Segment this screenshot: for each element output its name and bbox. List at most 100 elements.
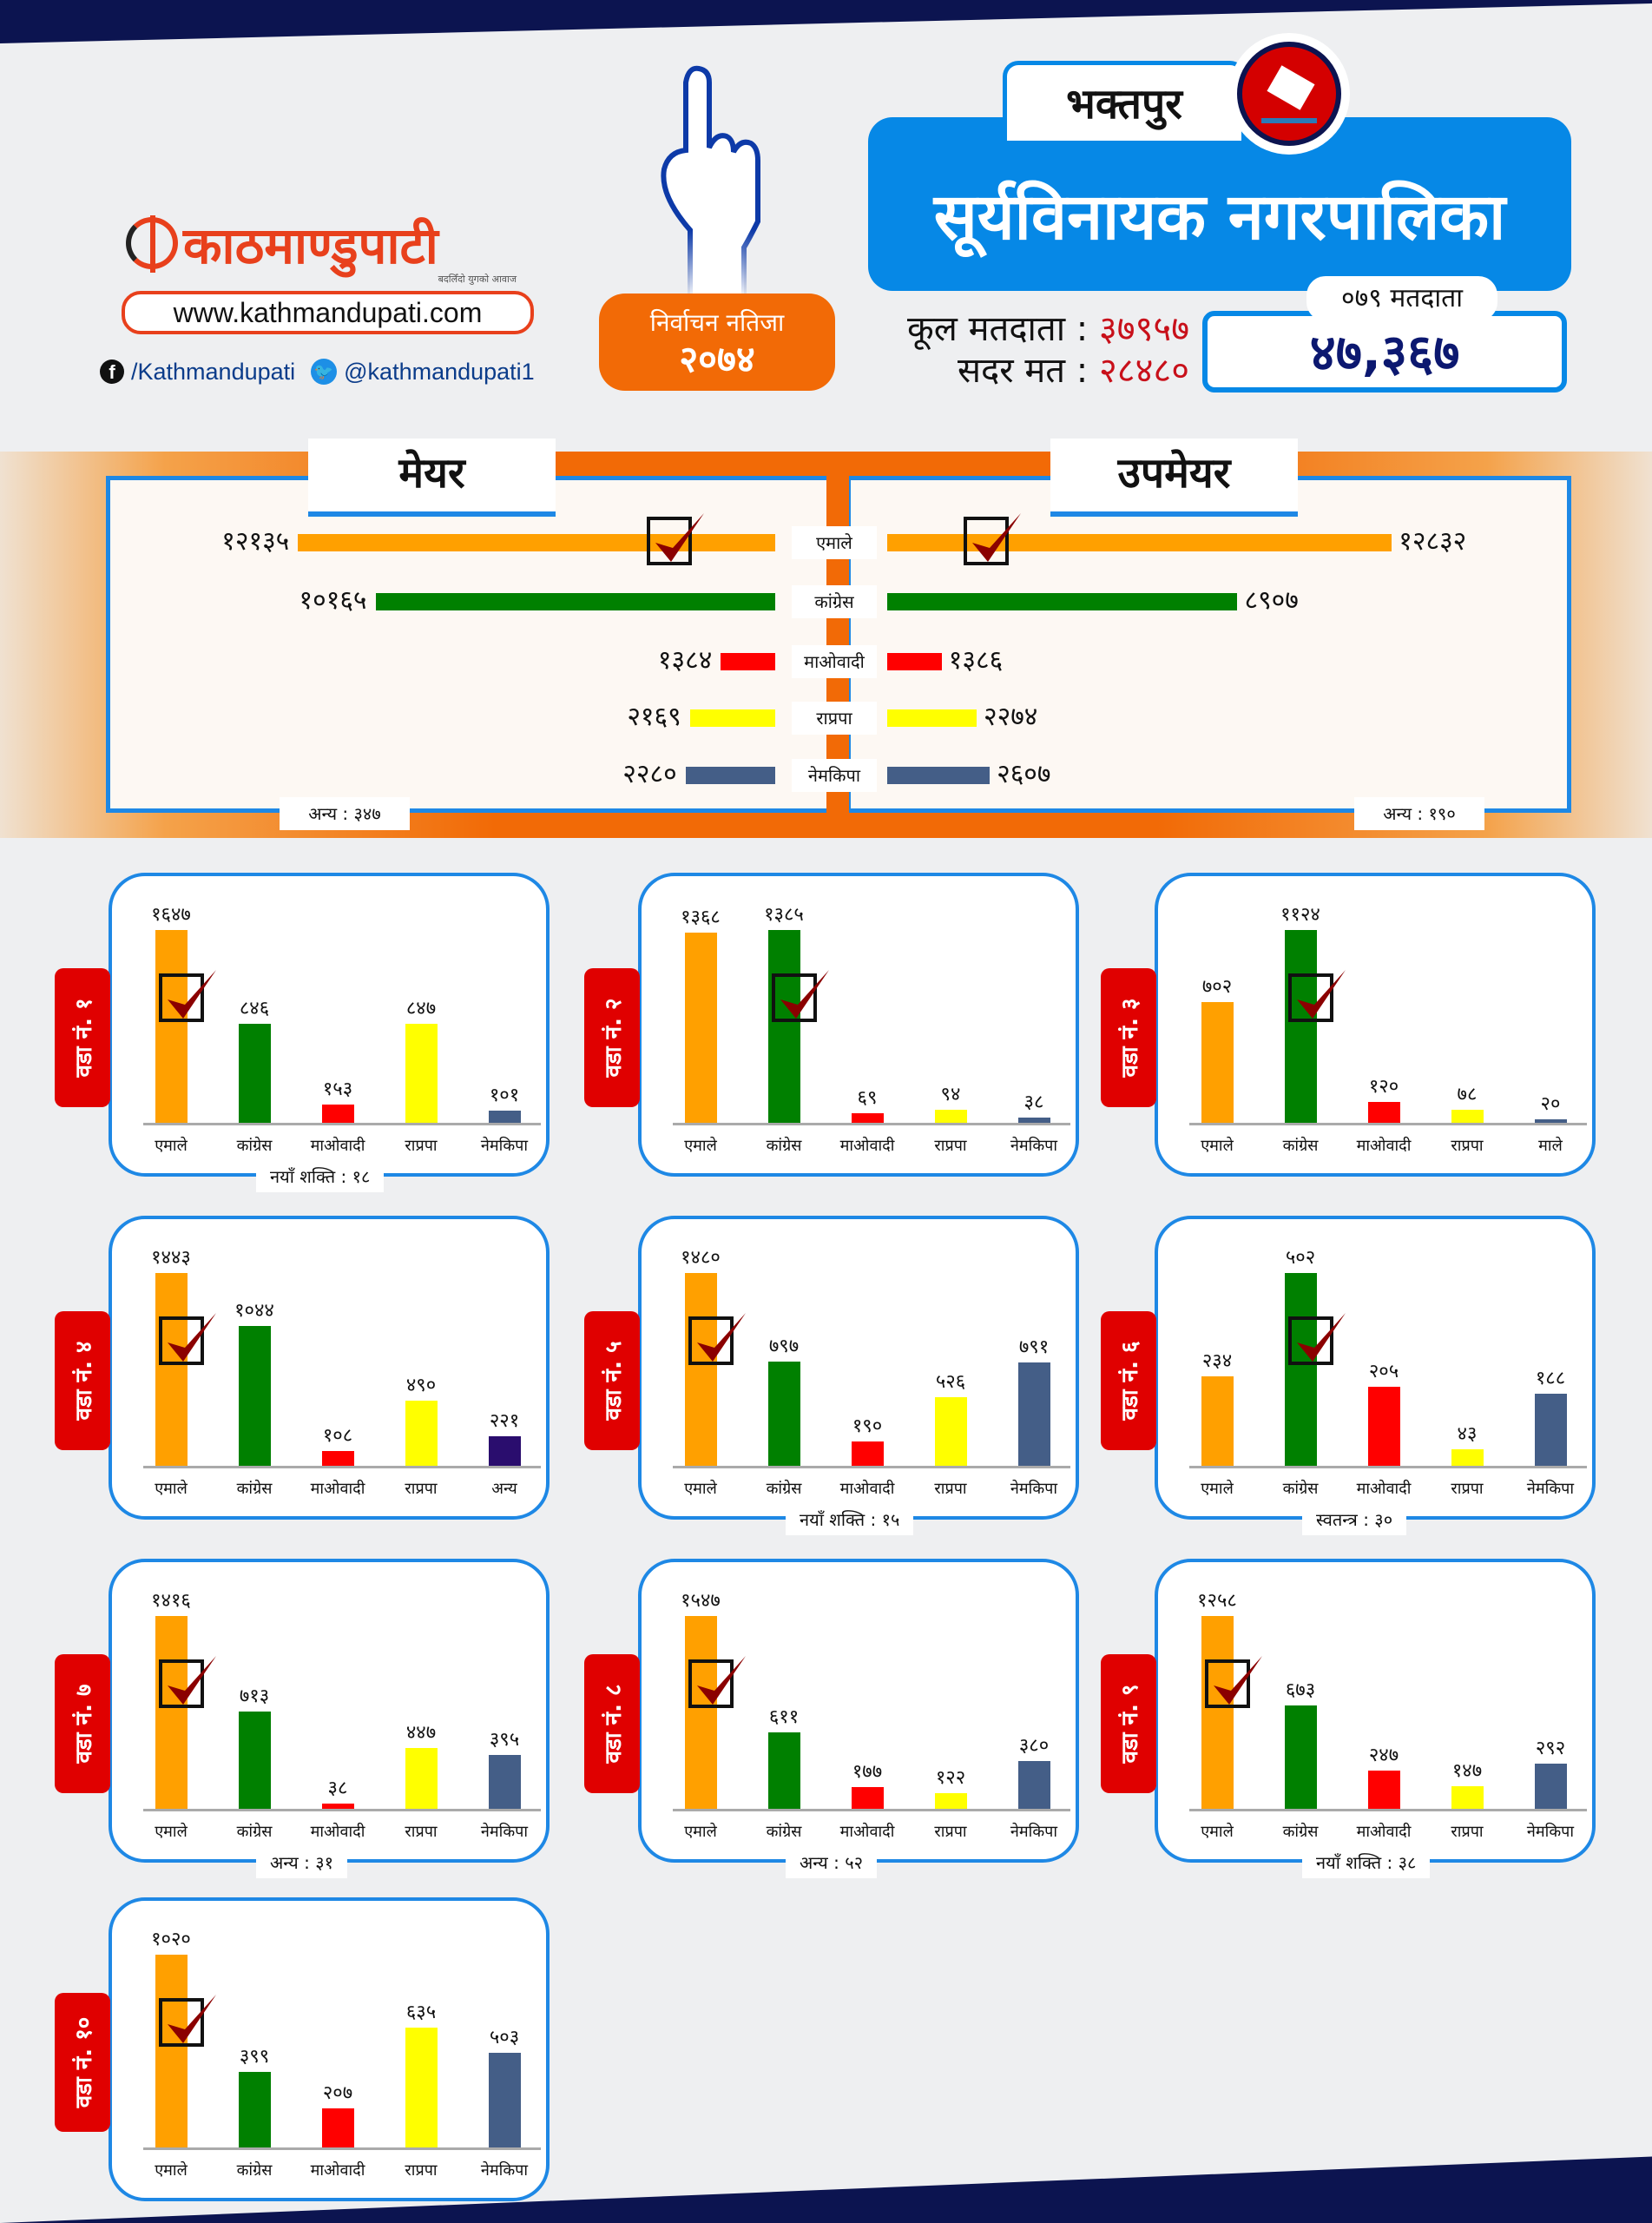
category-label: माओवादी <box>839 1480 895 1498</box>
winner-check-icon <box>647 513 704 565</box>
category-label: नेमकिपा <box>1526 1823 1575 1841</box>
category-label: एमाले <box>684 1823 717 1841</box>
category-label: राप्रपा <box>1451 1823 1484 1841</box>
mayor-bar <box>689 709 775 727</box>
vote-value-label: ६९ <box>857 1086 878 1109</box>
vote-bar <box>405 1747 438 1809</box>
party-label: नेमकिपा <box>792 759 877 792</box>
ward-number-tab: वडा नं. ९ <box>1101 1654 1156 1793</box>
category-label: कांग्रेस <box>236 2161 273 2180</box>
ward-number-tab: वडा नं. ६ <box>1101 1311 1156 1450</box>
logo-tagline: बदलिँदो युगको आवाज <box>438 274 517 285</box>
vote-value-label: १९० <box>852 1415 883 1437</box>
vote-value-label: १२० <box>1368 1076 1399 1098</box>
vote-bar <box>155 1273 188 1466</box>
site-logo[interactable]: काठमाण्डुपाटी बदलिँदो युगको आवाज <box>126 204 517 285</box>
vote-value-label: २० <box>1540 1093 1561 1116</box>
vote-bar <box>935 1397 967 1466</box>
mayor-bar <box>298 534 775 551</box>
ward-number-tab: वडा नं. १ <box>55 968 110 1107</box>
category-label: कांग्रेस <box>766 1137 802 1155</box>
vote-value-label: ३९५ <box>489 1729 520 1751</box>
vote-bar <box>1285 1273 1317 1466</box>
category-label: नेमकिपा <box>1010 1480 1058 1498</box>
ward-footnote: अन्य : ५२ <box>786 1847 878 1878</box>
vote-bar <box>489 2052 521 2147</box>
vote-bar <box>852 1441 884 1466</box>
vote-bar <box>322 2108 354 2147</box>
category-label: माओवादी <box>310 1480 365 1498</box>
vote-bar <box>768 930 800 1123</box>
x-axis-line <box>143 2147 541 2150</box>
x-axis-line <box>1189 1809 1587 1811</box>
deputy-bar <box>887 767 991 784</box>
vote-value-label: २०७ <box>322 2081 353 2104</box>
vote-bar <box>1018 1117 1050 1123</box>
vote-bar <box>489 1755 521 1809</box>
vote-value-label: १५४७ <box>681 1590 721 1612</box>
deputy-vote-label: १३८६ <box>948 645 1004 676</box>
vote-bar <box>935 1109 967 1123</box>
vote-bar <box>1451 1109 1484 1123</box>
vote-bar <box>1201 1375 1234 1466</box>
ward-number-tab: वडा नं. ७ <box>55 1654 110 1793</box>
ward-number-tab: वडा नं. १० <box>55 1993 110 2132</box>
deputy-vote-label: ८९०७ <box>1244 585 1299 616</box>
vote-value-label: २२१ <box>489 1410 520 1432</box>
x-axis-line <box>1189 1466 1587 1468</box>
vote-value-label: १२२ <box>935 1767 966 1790</box>
twitter-handle[interactable]: @kathmandupati1 <box>344 358 535 385</box>
vote-value-label: २०५ <box>1368 1361 1399 1383</box>
vote-bar <box>1368 1102 1400 1123</box>
vote-bar <box>239 2072 271 2147</box>
vote-value-label: १५३ <box>322 1079 353 1101</box>
vote-bar <box>1451 1786 1484 1809</box>
vote-value-label: ३८ <box>327 1778 348 1800</box>
website-url[interactable]: www.kathmandupati.com <box>122 291 534 334</box>
ward-title: वडा नं. ४ <box>71 1341 97 1421</box>
category-label: एमाले <box>684 1480 717 1498</box>
vote-value-label: ३८० <box>1018 1735 1050 1758</box>
vote-bar <box>1018 1362 1050 1466</box>
vote-bar <box>322 1451 354 1466</box>
category-label: कांग्रेस <box>236 1137 273 1155</box>
vote-bar <box>405 2027 438 2147</box>
ward-number-tab: वडा नं. ५ <box>584 1311 640 1450</box>
winner-check-icon <box>688 1656 746 1708</box>
x-axis-line <box>143 1123 541 1125</box>
winner-check-icon <box>1205 1656 1262 1708</box>
vote-value-label: १३८५ <box>764 904 804 926</box>
mayor-panel <box>106 476 831 813</box>
vote-bar <box>239 1326 271 1466</box>
vote-bar <box>852 1112 884 1123</box>
category-label: माओवादी <box>310 1823 365 1841</box>
vote-bar <box>685 932 717 1123</box>
ward-footnote: नयाँ शक्ति : ३८ <box>1302 1847 1431 1878</box>
vote-value-label: ८४६ <box>239 997 270 1019</box>
category-label: कांग्रेस <box>766 1823 802 1841</box>
valid-votes-value: २८४८० <box>1099 351 1189 391</box>
deputy-vote-label: १२८३२ <box>1399 526 1467 557</box>
ward-title: वडा नं. ८ <box>601 1684 627 1764</box>
vote-bar <box>322 1804 354 1809</box>
facebook-handle[interactable]: /Kathmandupati <box>131 358 296 385</box>
vote-value-label: ५२६ <box>935 1371 966 1394</box>
vote-value-label: ४३ <box>1457 1422 1478 1445</box>
category-label: एमाले <box>155 1823 188 1841</box>
category-label: नेमकिपा <box>1010 1137 1058 1155</box>
category-label: राप्रपा <box>934 1823 967 1841</box>
category-label: राप्रपा <box>934 1480 967 1498</box>
municipality-title: सूर्यविनायक नगरपालिका <box>868 117 1571 291</box>
twitter-icon[interactable]: 🐦 <box>311 359 338 385</box>
ward-footnote: नयाँ शक्ति : १५ <box>786 1504 914 1535</box>
vote-value-label: १०२० <box>151 1929 191 1950</box>
vote-value-label: ६११ <box>768 1706 800 1729</box>
category-label: राप्रपा <box>405 1823 438 1841</box>
party-label: राप्रपा <box>792 702 877 735</box>
facebook-icon[interactable]: f <box>100 360 124 384</box>
ward-title: वडा नं. २ <box>601 998 627 1078</box>
total-voters-label: कूल मतदाता : <box>907 309 1089 349</box>
vote-bar <box>239 1023 271 1123</box>
vote-bar <box>852 1786 884 1809</box>
ward-title: वडा नं. १० <box>71 2016 97 2108</box>
